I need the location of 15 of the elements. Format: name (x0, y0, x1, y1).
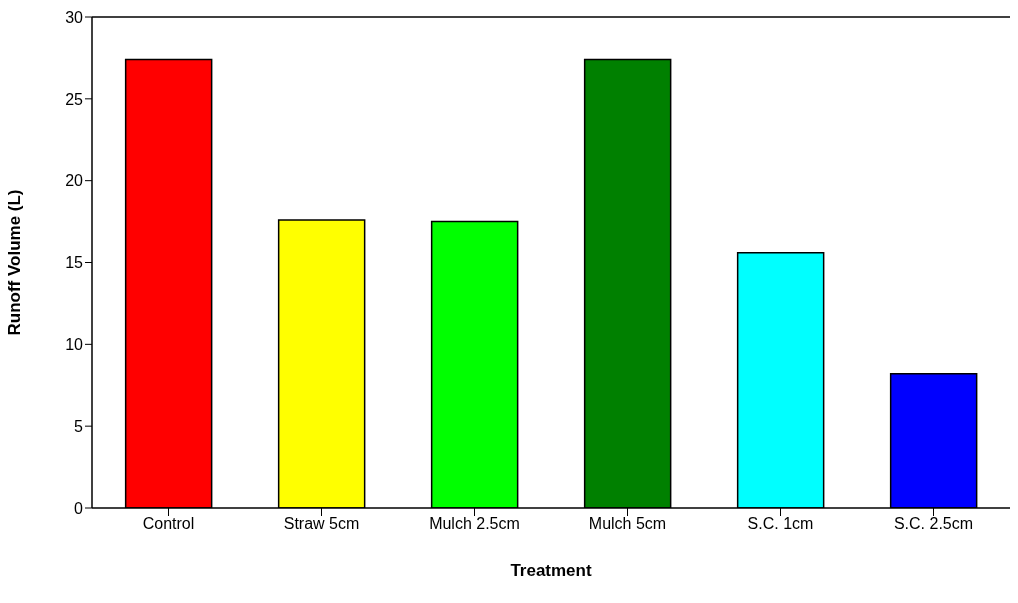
x-axis-title: Treatment (510, 561, 592, 580)
y-tick-label: 30 (65, 8, 84, 26)
y-tick-label: 10 (65, 336, 84, 354)
x-tick-label: S.C. 1cm (747, 515, 814, 533)
x-tick-label: Straw 5cm (283, 515, 360, 533)
y-tick-label: 15 (65, 254, 84, 272)
y-tick-label: 25 (65, 90, 84, 108)
x-tick-label: Control (142, 515, 195, 533)
x-tick-label: S.C. 2.5cm (893, 515, 974, 533)
y-axis-title: Runoff Volume (L) (5, 189, 25, 336)
y-tick-label: 20 (65, 172, 84, 190)
y-tick-label: 0 (74, 499, 84, 517)
y-tick-label: 5 (74, 417, 84, 435)
x-tick-label: Mulch 5cm (588, 515, 667, 533)
x-tick-label: Mulch 2.5cm (429, 515, 520, 533)
